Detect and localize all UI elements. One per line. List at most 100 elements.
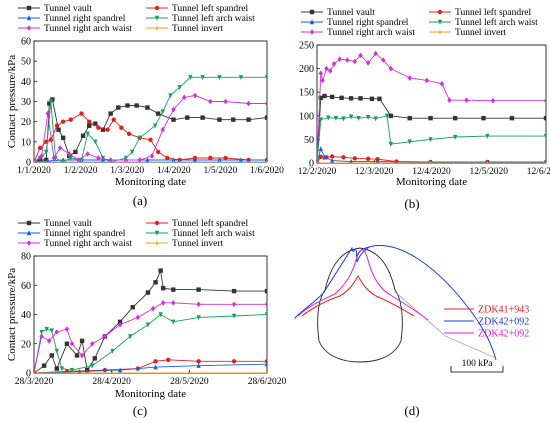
data-point [424,77,429,84]
data-point [44,149,49,155]
legend-label: ZDK42+092 [478,329,529,340]
data-point [345,57,350,63]
data-point [73,149,78,155]
data-point [148,137,153,143]
data-point [160,109,165,115]
x-tick-label: 1/1/2020 [17,166,51,176]
data-point [153,364,158,370]
data-point [373,116,378,122]
data-point [318,154,323,160]
data-point [543,160,546,163]
data-point [59,366,65,372]
data-point [145,322,151,328]
data-point [57,145,63,151]
series-line [34,113,267,162]
data-point [49,328,54,334]
series-group [34,268,267,373]
data-point [158,312,163,318]
data-point [185,115,190,120]
y-axis-label: Contact pressure/kPa [6,268,18,361]
data-point [119,125,124,130]
plot-frame [33,255,268,374]
data-point [153,359,158,364]
data-point [428,137,433,143]
data-point [155,111,161,116]
data-point [231,288,237,294]
legend-marker [154,25,160,31]
data-point [34,159,37,162]
x-tick-label: 1/5/2020 [204,166,238,176]
series-line [317,95,546,163]
legend-marker [26,230,32,236]
data-point [90,340,95,347]
data-point [192,92,198,99]
series-line [34,98,267,162]
y-tick-label: 20 [21,339,31,350]
x-tick-label: 28/3/2020 [15,377,54,387]
x-tick-label: 12/6/2020 [527,167,550,177]
data-point [165,155,170,161]
y-tick-label: 80 [21,252,31,263]
scale-bar-label: 100 kPa [462,359,494,369]
y-tick-label: 250 [299,41,314,52]
legend-marker [154,240,160,246]
data-point [171,319,176,325]
x-tick-label: 12/4/2020 [412,167,451,177]
data-point [85,131,90,137]
legend-marker [26,15,32,21]
data-point [137,157,142,162]
data-point [208,155,213,161]
data-point [79,352,85,359]
series-group [34,75,267,162]
data-point [129,149,135,155]
data-point [93,139,98,145]
data-point [452,115,458,121]
data-point [322,154,327,160]
data-point [329,94,335,100]
data-point [90,363,95,369]
data-point [67,151,72,157]
data-point [92,356,97,361]
chart-panel-c: 0 20 40 60 80 28/3/2020 28/4/2020 28/5/2020 28/6… [6,218,287,418]
data-point [44,326,49,332]
data-point [365,60,371,66]
data-point [200,115,205,120]
data-point [264,159,267,162]
data-point [428,115,433,121]
data-point [192,157,198,162]
data-point [318,95,323,101]
x-tick-label: 12/5/2020 [469,167,508,177]
data-point [79,111,84,116]
data-point [182,94,187,101]
data-point [264,157,267,162]
x-axis-label: Monitoring date [115,176,186,188]
data-point [428,160,433,163]
legend-label: Tunnel right spandrel [44,14,126,24]
data-point [45,110,50,117]
data-point [238,157,244,162]
chart-panel-a: 0 10 20 30 40 50 60 1/1/2020 1/2/2020 1/3/2020 1/4… [6,3,284,208]
data-point [223,155,228,161]
data-point [377,96,382,102]
legend-label: Tunnel vault [44,4,92,14]
data-point [168,93,173,99]
data-point [54,366,59,371]
data-point [375,158,380,163]
data-point [130,304,135,310]
data-point [329,154,335,159]
data-point [320,77,325,84]
legend-label: Tunnel left arch waist [172,228,255,239]
data-point [186,370,191,373]
x-tick-label: 1/3/2020 [110,166,144,176]
data-point [56,127,61,132]
data-point [543,133,546,139]
data-point [145,105,150,110]
data-point [60,159,66,162]
data-point [264,361,267,367]
data-point [68,117,73,122]
data-point [39,329,44,335]
data-point [231,301,237,308]
x-tick-label: 1/2/2020 [64,166,98,176]
legend-label: Tunnel left spandrel [172,3,249,14]
